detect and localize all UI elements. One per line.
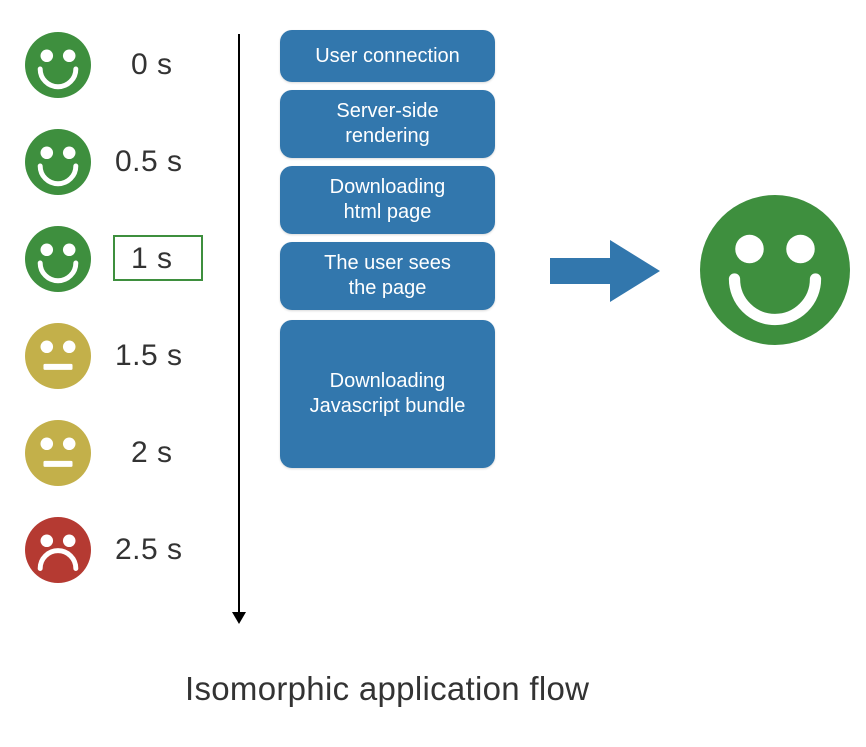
happy-face-icon	[25, 226, 91, 292]
flow-step: User connection	[280, 30, 495, 82]
time-label: 1.5 s	[115, 339, 183, 373]
sad-face-icon	[25, 517, 91, 583]
highlight-box	[113, 235, 203, 281]
timeline-arrow	[238, 34, 240, 614]
result-arrow	[550, 240, 660, 307]
time-label: 0 s	[131, 48, 173, 82]
neutral-face-icon	[25, 323, 91, 389]
happy-face-icon	[25, 32, 91, 98]
time-label: 2.5 s	[115, 533, 183, 567]
flow-step: Server-side rendering	[280, 90, 495, 158]
time-label: 0.5 s	[115, 145, 183, 179]
flow-step-label: Downloading Javascript bundle	[310, 369, 466, 419]
flow-step-label: Server-side rendering	[336, 99, 438, 149]
diagram-caption: Isomorphic application flow	[185, 670, 589, 708]
flow-step: Downloading html page	[280, 166, 495, 234]
flow-step: Downloading Javascript bundle	[280, 320, 495, 468]
time-label: 2 s	[131, 436, 173, 470]
result-happy-face-icon	[700, 195, 850, 345]
flow-step-label: Downloading html page	[330, 175, 446, 225]
flow-step: The user sees the page	[280, 242, 495, 310]
flow-step-label: User connection	[315, 44, 460, 69]
flow-step-label: The user sees the page	[324, 251, 451, 301]
happy-face-icon	[25, 129, 91, 195]
neutral-face-icon	[25, 420, 91, 486]
